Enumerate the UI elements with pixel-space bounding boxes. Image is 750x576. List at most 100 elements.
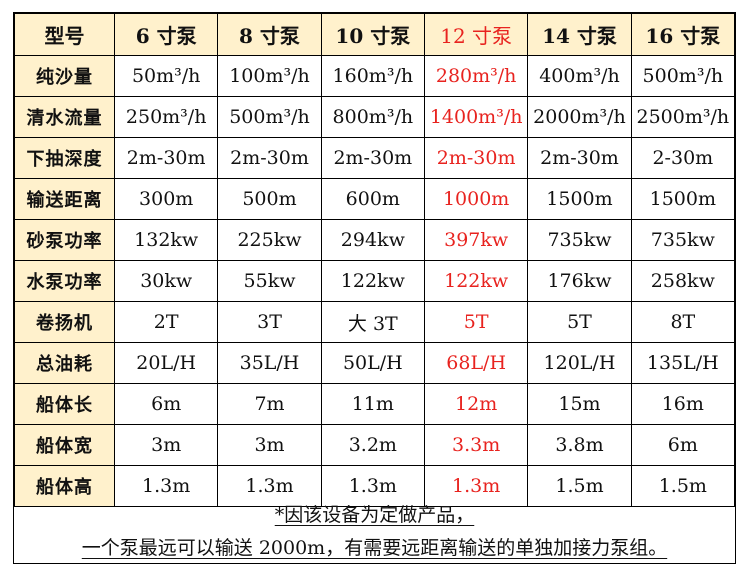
row-label: 砂泵功率 — [14, 219, 115, 261]
row-label: 卷扬机 — [14, 301, 115, 343]
table-cell: 1.5m — [527, 465, 632, 507]
table-cell: 1.3m — [423, 465, 529, 507]
header-cell-14in: 14 寸泵 — [527, 13, 632, 56]
table-cell: 1.3m — [113, 465, 219, 507]
table-cell: 3.2m — [320, 424, 425, 466]
table-cell: 735kw — [630, 219, 736, 261]
table-cell: 7m — [217, 383, 322, 425]
footnote-line-2: 一个泵最远可以输送 2000m，有需要远距离输送的单独加接力泵组。 — [81, 537, 668, 559]
table-cell: 280m³/h — [423, 55, 529, 97]
table-cell: 3m — [113, 424, 219, 466]
table-cell: 100m³/h — [217, 55, 322, 97]
table-cell: 8T — [630, 301, 736, 343]
table-cell: 122kw — [423, 260, 529, 302]
row-label: 船体长 — [14, 383, 115, 425]
table-cell: 2m-30m — [113, 137, 219, 179]
table-cell: 1400m³/h — [423, 96, 529, 138]
row-label: 总油耗 — [14, 342, 115, 384]
table-cell: 1.3m — [217, 465, 322, 507]
header-cell-6in: 6 寸泵 — [113, 13, 219, 56]
footnote-line-1: *因该设备为定做产品， — [274, 504, 475, 526]
header-cell-12in: 12 寸泵 — [423, 13, 529, 56]
table-cell: 35L/H — [217, 342, 322, 384]
footnote: *因该设备为定做产品， 一个泵最远可以输送 2000m，有需要远距离输送的单独加… — [14, 499, 735, 565]
table-cell: 120L/H — [527, 342, 632, 384]
table-cell: 6m — [630, 424, 736, 466]
table-cell: 1500m — [527, 178, 632, 220]
table-cell: 397kw — [423, 219, 529, 261]
table-cell: 2m-30m — [320, 137, 425, 179]
table-cell: 68L/H — [423, 342, 529, 384]
header-cell-16in: 16 寸泵 — [630, 13, 736, 56]
table-cell: 2500m³/h — [630, 96, 736, 138]
table-cell: 50L/H — [320, 342, 425, 384]
table-row: 水泵功率 30kw 55kw 122kw 122kw 176kw 258kw — [14, 260, 736, 302]
table-cell: 50m³/h — [113, 55, 219, 97]
table-row: 船体长 6m 7m 11m 12m 15m 16m — [14, 383, 736, 425]
table-cell: 122kw — [320, 260, 425, 302]
table-cell: 294kw — [320, 219, 425, 261]
table-header-row: 型号 6 寸泵 8 寸泵 10 寸泵 12 寸泵 14 寸泵 16 寸泵 — [14, 13, 736, 56]
table-cell: 132kw — [113, 219, 219, 261]
table-cell: 2T — [113, 301, 219, 343]
table-cell: 30kw — [113, 260, 219, 302]
table-cell: 3.8m — [527, 424, 632, 466]
row-label: 水泵功率 — [14, 260, 115, 302]
header-cell-10in: 10 寸泵 — [320, 13, 425, 56]
table-cell: 400m³/h — [527, 55, 632, 97]
table-row: 输送距离 300m 500m 600m 1000m 1500m 1500m — [14, 178, 736, 220]
row-label: 下抽深度 — [14, 137, 115, 179]
table-cell: 大 3T — [320, 301, 425, 343]
table-row: 砂泵功率 132kw 225kw 294kw 397kw 735kw 735kw — [14, 219, 736, 261]
table-cell: 20L/H — [113, 342, 219, 384]
table-cell: 5T — [527, 301, 632, 343]
table-row: 船体宽 3m 3m 3.2m 3.3m 3.8m 6m — [14, 424, 736, 466]
table-cell: 160m³/h — [320, 55, 425, 97]
table-cell: 15m — [527, 383, 632, 425]
table-cell: 5T — [423, 301, 529, 343]
table-cell: 2000m³/h — [527, 96, 632, 138]
table-cell: 250m³/h — [113, 96, 219, 138]
table-cell: 1.3m — [320, 465, 425, 507]
table-cell: 3.3m — [423, 424, 529, 466]
table-cell: 1000m — [423, 178, 529, 220]
table-cell: 2m-30m — [217, 137, 322, 179]
row-label: 清水流量 — [14, 96, 115, 138]
header-cell-8in: 8 寸泵 — [217, 13, 322, 56]
row-label: 纯沙量 — [14, 55, 115, 97]
table-cell: 500m³/h — [217, 96, 322, 138]
spec-sheet: 型号 6 寸泵 8 寸泵 10 寸泵 12 寸泵 14 寸泵 16 寸泵 纯沙量… — [13, 12, 736, 564]
header-cell-model: 型号 — [14, 13, 115, 56]
row-label: 船体宽 — [14, 424, 115, 466]
table-cell: 735kw — [527, 219, 632, 261]
table-cell: 16m — [630, 383, 736, 425]
table-cell: 3m — [217, 424, 322, 466]
table-cell: 6m — [113, 383, 219, 425]
table-cell: 600m — [320, 178, 425, 220]
table-cell: 2-30m — [630, 137, 736, 179]
table-row: 清水流量 250m³/h 500m³/h 800m³/h 1400m³/h 2000m³/… — [14, 96, 736, 138]
table-cell: 300m — [113, 178, 219, 220]
table-cell: 225kw — [217, 219, 322, 261]
table-row: 卷扬机 2T 3T 大 3T 5T 5T 8T — [14, 301, 736, 343]
table-cell: 500m — [217, 178, 322, 220]
table-cell: 2m-30m — [527, 137, 632, 179]
table-cell: 800m³/h — [320, 96, 425, 138]
table-cell: 12m — [423, 383, 529, 425]
table-row: 下抽深度 2m-30m 2m-30m 2m-30m 2m-30m 2m-30m 2-30m — [14, 137, 736, 179]
row-label: 船体高 — [14, 465, 115, 507]
table-row: 纯沙量 50m³/h 100m³/h 160m³/h 280m³/h 400m³/h 500… — [14, 55, 736, 97]
table-cell: 55kw — [217, 260, 322, 302]
table-cell: 500m³/h — [630, 55, 736, 97]
table-cell: 135L/H — [630, 342, 736, 384]
table-row: 总油耗 20L/H 35L/H 50L/H 68L/H 120L/H 135L/H — [14, 342, 736, 384]
table-cell: 258kw — [630, 260, 736, 302]
pump-spec-table: 型号 6 寸泵 8 寸泵 10 寸泵 12 寸泵 14 寸泵 16 寸泵 纯沙量… — [14, 13, 736, 507]
table-row: 船体高 1.3m 1.3m 1.3m 1.3m 1.5m 1.5m — [14, 465, 736, 507]
table-cell: 1500m — [630, 178, 736, 220]
table-cell: 3T — [217, 301, 322, 343]
row-label: 输送距离 — [14, 178, 115, 220]
table-cell: 1.5m — [630, 465, 736, 507]
table-cell: 176kw — [527, 260, 632, 302]
table-cell: 11m — [320, 383, 425, 425]
